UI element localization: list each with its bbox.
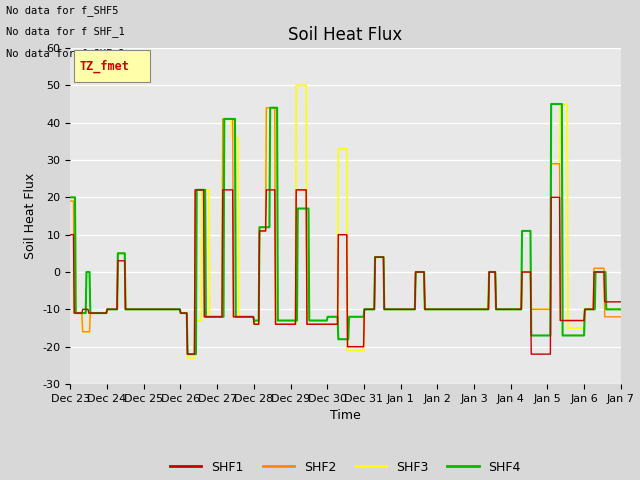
Text: No data for f SHF_2: No data for f SHF_2	[6, 48, 125, 59]
Text: No data for f SHF_1: No data for f SHF_1	[6, 26, 125, 37]
Text: No data for f_SHF5: No data for f_SHF5	[6, 5, 119, 16]
Y-axis label: Soil Heat Flux: Soil Heat Flux	[24, 173, 37, 259]
Legend: SHF1, SHF2, SHF3, SHF4: SHF1, SHF2, SHF3, SHF4	[165, 456, 526, 479]
X-axis label: Time: Time	[330, 409, 361, 422]
Title: Soil Heat Flux: Soil Heat Flux	[289, 25, 403, 44]
Text: TZ_fmet: TZ_fmet	[80, 60, 130, 72]
